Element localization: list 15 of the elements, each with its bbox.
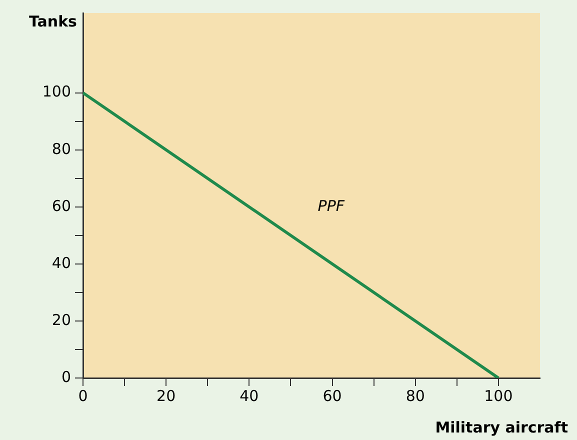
y-tick-label: 100 — [42, 82, 71, 101]
x-tick-label: 40 — [240, 386, 259, 405]
y-axis-title: Tanks — [28, 12, 78, 30]
y-tick-label: 0 — [61, 368, 71, 386]
annotation: PPF — [318, 197, 345, 216]
x-tick-label: 20 — [156, 386, 176, 405]
x-tick-label: 60 — [322, 386, 342, 405]
y-tick-label: 40 — [52, 254, 71, 272]
x-axis-title: Military aircraft — [435, 418, 568, 436]
y-tick-label: 80 — [52, 140, 71, 158]
x-tick-label: 100 — [484, 386, 513, 405]
x-tick-label: 0 — [78, 386, 88, 405]
y-tick-label: 20 — [52, 310, 71, 329]
y-tick-label: 60 — [52, 196, 71, 215]
x-tick-label: 80 — [406, 386, 425, 405]
